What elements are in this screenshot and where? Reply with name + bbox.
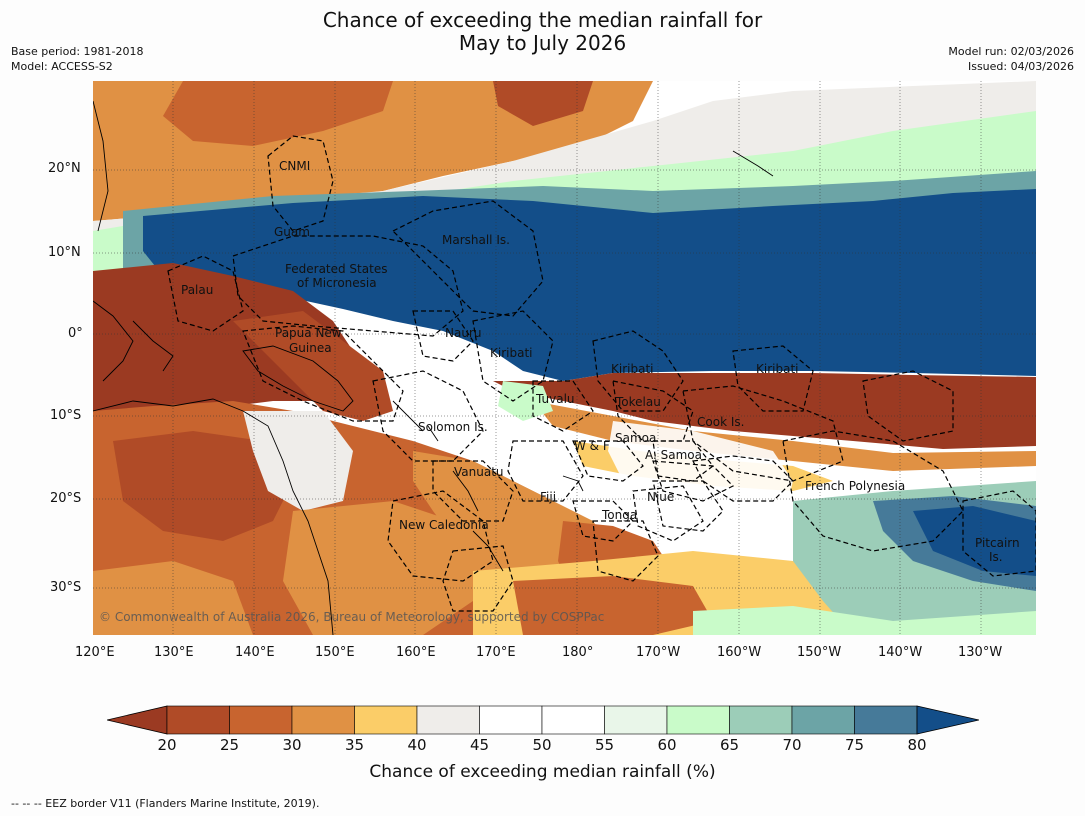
australia-neutral-patch — [243, 411, 353, 511]
label-french-polynesia: French Polynesia — [805, 479, 905, 493]
colorbar-bin — [729, 705, 793, 735]
tuvalu-green-patch — [498, 381, 553, 421]
eez-borders — [167, 135, 1036, 612]
png-dry-edge — [233, 311, 393, 421]
label-palau: Palau — [181, 283, 213, 297]
colorbar-tick-label: 75 — [844, 736, 865, 754]
label-tokelau: Tokelau — [615, 395, 661, 409]
lat-label-20s: 20°S — [50, 491, 82, 506]
label-kiribati-central: Kiribati — [611, 362, 653, 376]
central-south-dry-edge — [533, 401, 1036, 471]
colorbar-bin — [229, 705, 293, 735]
label-fiji: Fiji — [540, 490, 556, 504]
southwest-moderate — [283, 501, 493, 635]
label-new-caledonia: New Caledonia — [399, 518, 489, 532]
colorbar — [107, 705, 979, 735]
lon-label-150e: 150°E — [315, 645, 355, 660]
label-cook-islands: Cook Is. — [697, 415, 744, 429]
rainfall-map: CNMI Guam Marshall Is. Federated States … — [93, 81, 1036, 635]
label-png-2: Guinea — [289, 341, 332, 355]
lon-label-170e: 170°E — [476, 645, 516, 660]
colorbar-tick-label: 55 — [594, 736, 615, 754]
png-dry-region — [93, 263, 363, 426]
south-dry-belt-2 — [513, 576, 713, 635]
lon-label-150w: 150°W — [797, 645, 842, 660]
lon-label-130e: 130°E — [154, 645, 194, 660]
copyright-notice: © Commonwealth of Australia 2026, Bureau… — [99, 610, 604, 624]
label-kiribati-east: Kiribati — [756, 362, 798, 376]
colorbar-bin — [666, 705, 730, 735]
lon-label-140w: 140°W — [878, 645, 923, 660]
lat-label-0: 0° — [68, 326, 83, 341]
north-dry-region-dark — [163, 81, 393, 146]
colorbar-tick-label: 20 — [157, 736, 177, 754]
colorbar-tick-label: 45 — [469, 736, 490, 754]
label-pitcairn-2: Is. — [989, 550, 1003, 564]
label-fsm-2: of Micronesia — [297, 276, 377, 290]
equatorial-wet-band — [143, 189, 1036, 381]
colorbar-tick-label: 25 — [219, 736, 240, 754]
colorbar-bin — [291, 705, 355, 735]
colorbar-bin — [416, 705, 480, 735]
samoa-niue-neutral — [608, 421, 793, 541]
lon-label-120e: 120°E — [75, 645, 115, 660]
lon-label-160w: 160°W — [717, 645, 762, 660]
model-name: Model: ACCESS-S2 — [11, 60, 113, 73]
lon-label-160e: 160°E — [396, 645, 436, 660]
label-tonga: Tonga — [601, 508, 637, 522]
base-period: Base period: 1981-2018 — [11, 45, 144, 58]
colorbar-tick-label: 80 — [907, 736, 927, 754]
eez-footnote: -- -- -- EEZ border V11 (Flanders Marine… — [11, 797, 320, 810]
label-kiribati-west: Kiribati — [490, 346, 532, 360]
colorbar-tick-label: 40 — [407, 736, 427, 754]
label-guam: Guam — [274, 225, 310, 239]
colorbar-tick-label: 30 — [282, 736, 302, 754]
chart-title-line1: Chance of exceeding the median rainfall … — [322, 8, 763, 32]
colorbar-tick-label: 65 — [719, 736, 740, 754]
issued-date: Issued: 04/03/2026 — [967, 60, 1074, 73]
label-pitcairn-1: Pitcairn — [975, 536, 1020, 550]
lon-label-180: 180° — [562, 645, 594, 660]
lon-label-170w: 170°W — [636, 645, 681, 660]
australia-dry-darker — [113, 431, 293, 541]
colorbar-extend-high — [916, 705, 979, 735]
colorbar-bin — [791, 705, 855, 735]
colorbar-extend-low — [107, 705, 168, 735]
label-samoa: Samoa — [615, 431, 656, 445]
lon-label-130w: 130°W — [958, 645, 1003, 660]
pitcairn-wet-core — [913, 506, 1036, 576]
model-run: Model run: 02/03/2026 — [948, 45, 1074, 58]
lat-label-30s: 30°S — [50, 580, 82, 595]
label-tuvalu: Tuvalu — [535, 392, 575, 406]
colorbar-tick-label: 70 — [782, 736, 802, 754]
colorbar-label: Chance of exceeding median rainfall (%) — [369, 762, 716, 782]
colorbar-bin — [604, 705, 668, 735]
colorbar-bin — [541, 705, 605, 735]
far-south-green — [693, 606, 1036, 635]
lat-label-20n: 20°N — [48, 161, 81, 176]
lon-label-140e: 140°E — [235, 645, 275, 660]
label-solomon: Solomon Is. — [418, 420, 488, 434]
colorbar-tick-label: 50 — [532, 736, 552, 754]
label-fsm-1: Federated States — [285, 262, 387, 276]
colorbar-bin — [166, 705, 230, 735]
colorbar-tick-label: 60 — [657, 736, 677, 754]
north-dry-patch — [493, 81, 593, 126]
label-cnmi: CNMI — [279, 159, 310, 173]
colorbar-bin — [479, 705, 543, 735]
lat-label-10s: 10°S — [50, 408, 82, 423]
label-wallis-futuna: W & F — [574, 439, 610, 453]
label-nauru: Nauru — [445, 326, 481, 340]
label-vanuatu: Vanuatu — [454, 465, 504, 479]
label-png-1: Papua New — [275, 326, 342, 340]
colorbar-tick-label: 35 — [344, 736, 365, 754]
colorbar-bin — [354, 705, 418, 735]
label-niue: Niue — [647, 490, 674, 504]
label-american-samoa: A. Samoa — [645, 448, 702, 462]
colorbar-bin — [854, 705, 918, 735]
lat-label-10n: 10°N — [48, 245, 81, 260]
chart-title-line2: May to July 2026 — [458, 31, 627, 55]
label-marshall: Marshall Is. — [442, 233, 510, 247]
